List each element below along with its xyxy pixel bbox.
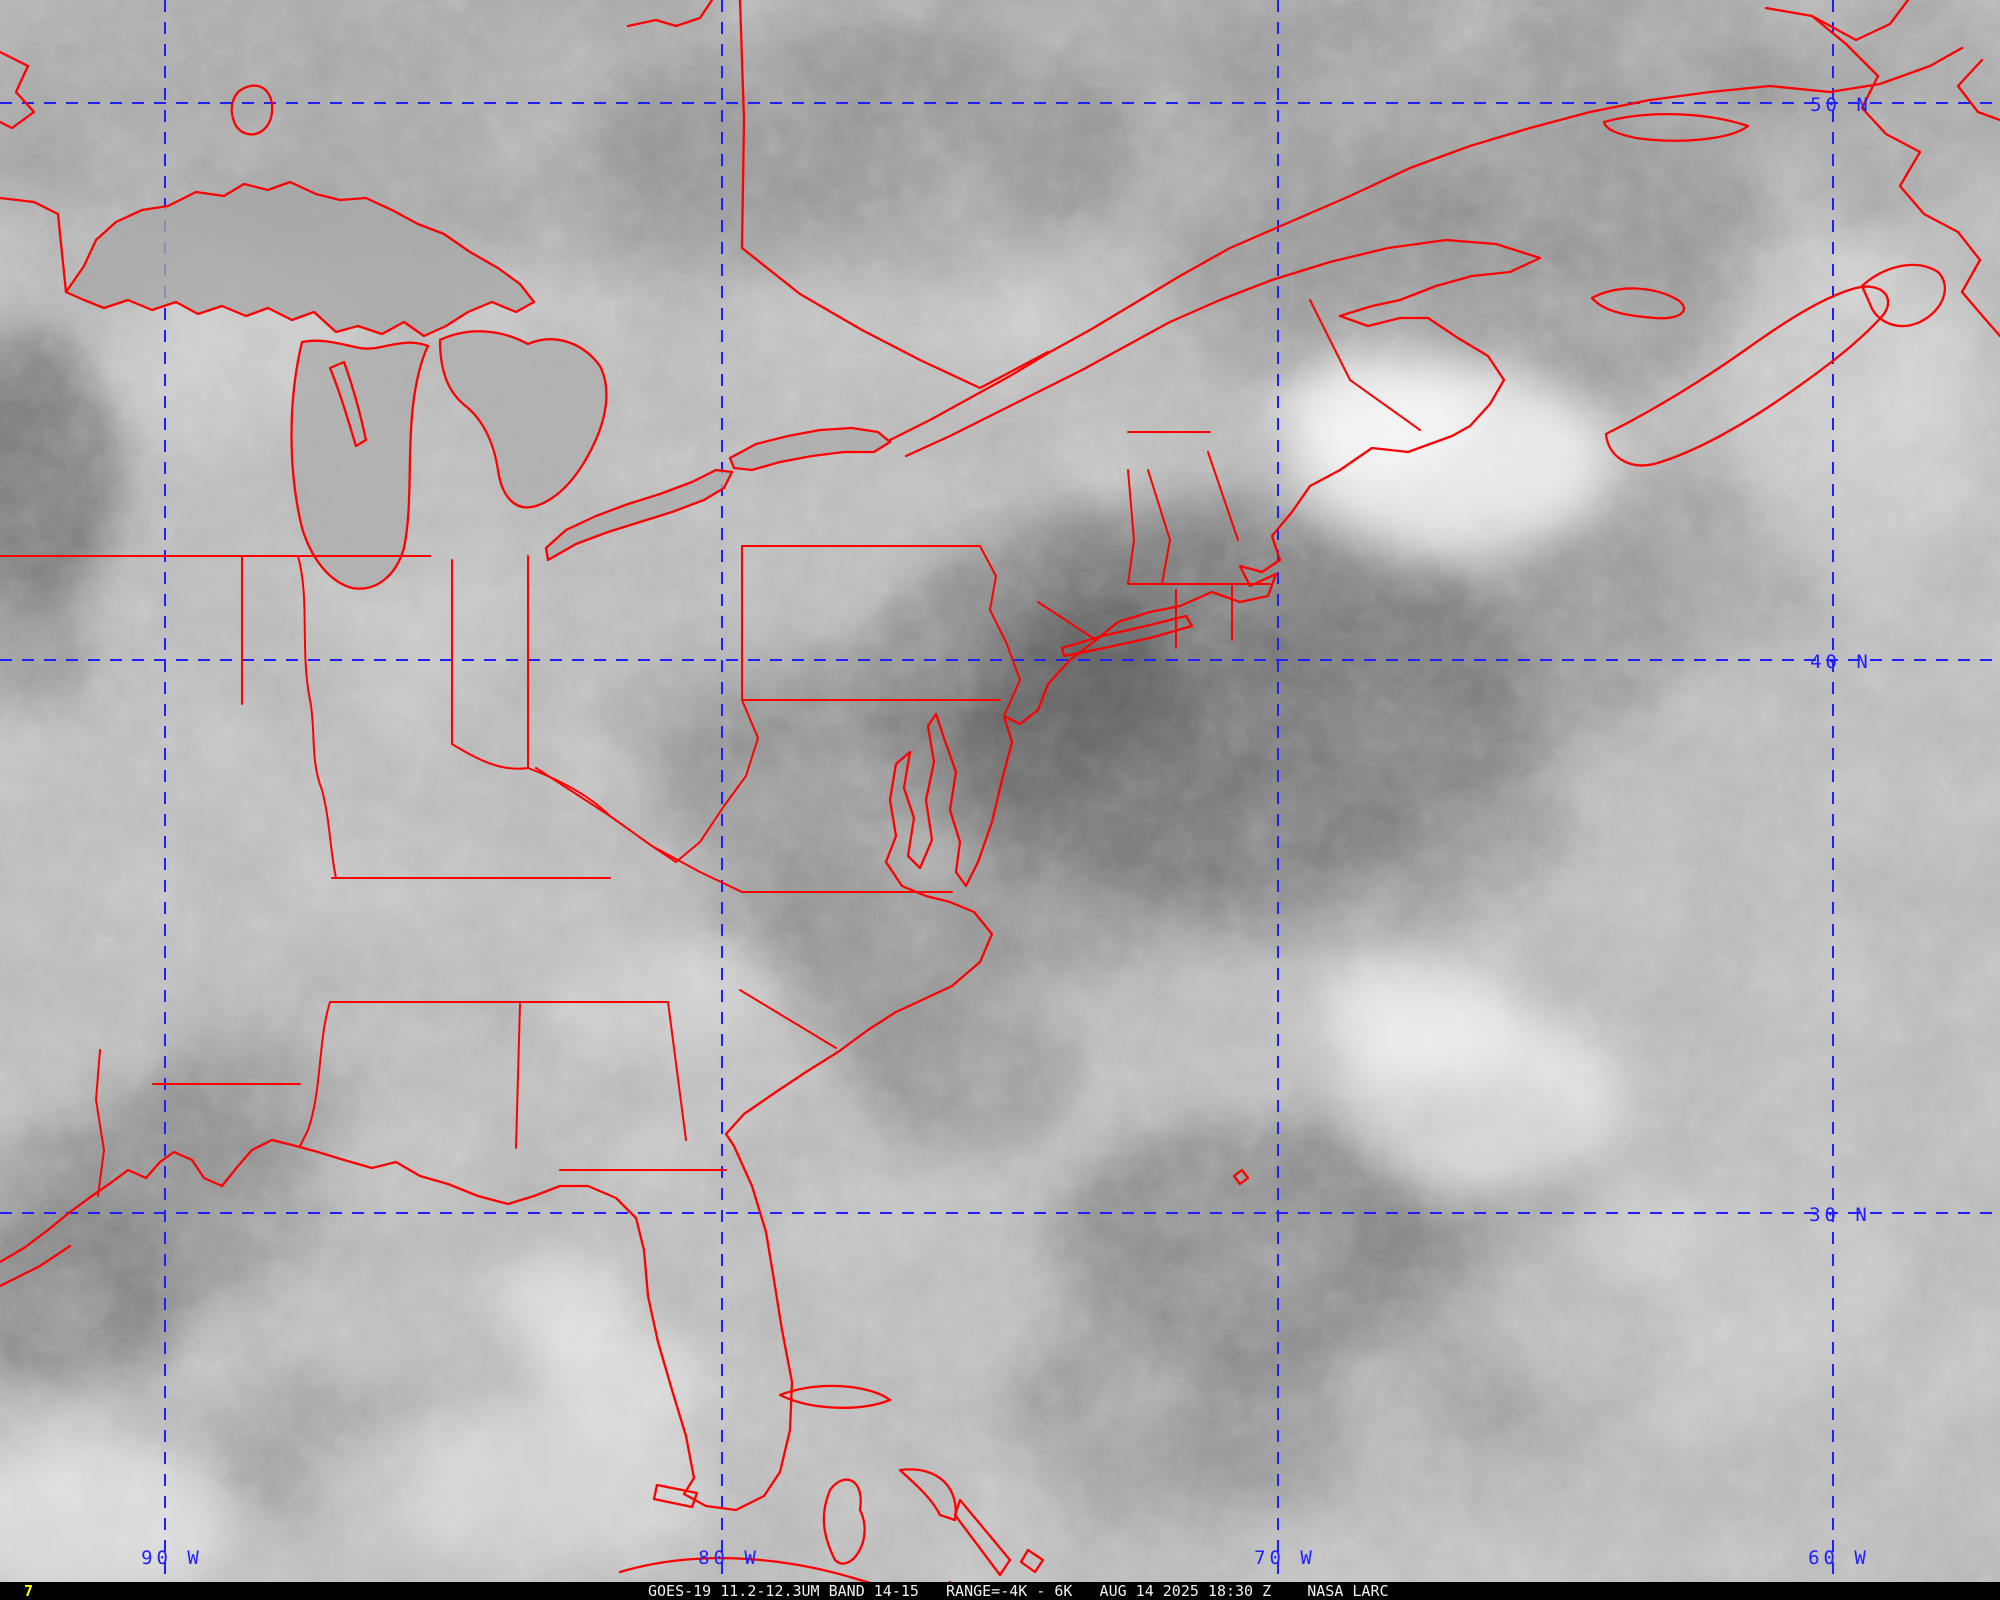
lake-nipigon — [230, 84, 274, 136]
delaware-river — [979, 545, 1021, 717]
islands — [618, 1168, 1250, 1582]
nova-scotia — [1604, 285, 1890, 467]
lake-superior — [64, 180, 536, 338]
green-bay — [328, 360, 368, 448]
border-ct-ri — [1175, 585, 1233, 649]
long-island — [1060, 614, 1194, 658]
lake-ontario — [728, 426, 892, 472]
border-nc-sc — [739, 989, 837, 1049]
mississippi-river-upper — [297, 555, 337, 879]
border-va-ky — [535, 767, 743, 893]
grand-bahama-abaco — [778, 1384, 892, 1409]
bimini — [652, 1483, 699, 1509]
border-nh-me — [1207, 451, 1239, 541]
mississippi-river-lower — [299, 1001, 331, 1147]
ontario-quebec-border — [738, 0, 1050, 390]
st-lawrence-south-shore — [904, 238, 1542, 458]
eleuthera — [898, 1468, 957, 1522]
cape-breton — [1860, 263, 1947, 327]
right-edge-fragment — [1956, 58, 2000, 122]
border-vt-nh — [1147, 469, 1171, 585]
andros — [822, 1478, 866, 1565]
newfoundland-coast — [1764, 6, 2000, 338]
exuma-chain — [953, 1498, 1012, 1577]
border-al-ms — [515, 1003, 521, 1149]
border-wv — [651, 699, 759, 863]
lake-erie — [544, 468, 734, 562]
corner-number: 7 — [24, 1582, 34, 1600]
status-bar: 7 GOES-19 11.2-12.3UM BAND 14-15 RANGE=-… — [0, 1582, 2000, 1600]
state-borders — [0, 299, 1421, 1197]
cuba-north-coast — [618, 1557, 952, 1582]
bermuda — [1232, 1168, 1250, 1186]
anticosti-island — [1602, 112, 1750, 142]
lon-label-70w: 70 W — [1254, 1547, 1316, 1569]
border-west-superior — [0, 196, 68, 294]
border-ny-vt — [1127, 469, 1135, 585]
lon-label-80w: 80 W — [698, 1547, 760, 1569]
border-me-nb — [1309, 299, 1421, 431]
border-nj-ny — [1037, 601, 1097, 641]
lat-label-40n: 40 N — [1810, 651, 1872, 673]
border-tx-la — [95, 1049, 105, 1197]
lon-label-90w: 90 W — [141, 1547, 203, 1569]
prince-edward-island — [1590, 287, 1685, 320]
newfoundland-fragment — [1810, 0, 1910, 42]
caption-text: GOES-19 11.2-12.3UM BAND 14-15 RANGE=-4K… — [648, 1582, 1389, 1600]
st-lawrence-north-shore — [888, 46, 1964, 442]
lake-michigan — [290, 339, 430, 590]
ohio-river — [451, 743, 611, 817]
border-ga-al — [667, 1001, 687, 1141]
lat-label-50n: 50 N — [1810, 94, 1872, 116]
lake-huron — [438, 330, 608, 509]
atlantic-gulf-coastline — [0, 434, 1454, 1512]
grid-labels: 50 N 40 N 30 N 90 W 80 W 70 W 60 W — [141, 94, 1872, 1569]
lat-label-30n: 30 N — [1809, 1204, 1871, 1226]
lon-label-60w: 60 W — [1808, 1547, 1870, 1569]
texas-coast-fragment — [0, 1244, 72, 1288]
small-cay — [1019, 1548, 1045, 1574]
nw-lakes-fragment — [0, 50, 36, 130]
top-center-fragment — [626, 0, 714, 28]
